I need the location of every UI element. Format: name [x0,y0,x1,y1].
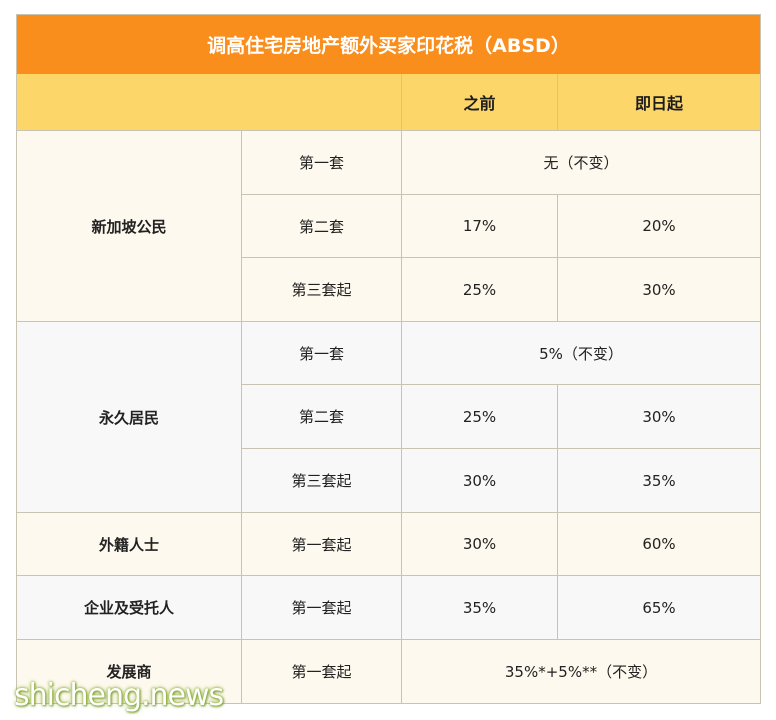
merged-value: 5%（不变） [402,322,761,385]
after-value: 65% [558,576,761,640]
merged-value: 35%*+5%**（不变） [402,640,761,704]
row-label: 第三套起 [242,258,402,322]
row-label: 第一套起 [242,513,402,576]
row-label: 第一套 [242,322,402,385]
before-value: 30% [402,449,558,513]
before-value: 30% [402,513,558,576]
table-title: 调高住宅房地产额外买家印花税（ABSD） [16,14,761,74]
row-label: 第一套起 [242,640,402,704]
before-value: 17% [402,195,558,258]
after-value: 60% [558,513,761,576]
absd-table: 调高住宅房地产额外买家印花税（ABSD） 之前 即日起 新加坡公民 第一套 无（… [16,14,761,704]
merged-value: 无（不变） [402,131,761,195]
row-label: 第三套起 [242,449,402,513]
group-permanent-resident: 永久居民 [16,322,242,513]
after-value: 35% [558,449,761,513]
row-label: 第一套起 [242,576,402,640]
group-foreigner: 外籍人士 [16,513,242,576]
group-developer: 发展商 [16,640,242,704]
before-value: 25% [402,258,558,322]
watermark: shicheng.news [14,678,224,713]
group-citizen: 新加坡公民 [16,131,242,322]
header-blank [16,74,402,131]
after-value: 30% [558,258,761,322]
before-value: 35% [402,576,558,640]
header-from-today: 即日起 [558,74,761,131]
row-label: 第二套 [242,385,402,449]
group-entity-trustee: 企业及受托人 [16,576,242,640]
after-value: 20% [558,195,761,258]
before-value: 25% [402,385,558,449]
after-value: 30% [558,385,761,449]
row-label: 第二套 [242,195,402,258]
row-label: 第一套 [242,131,402,195]
header-before: 之前 [402,74,558,131]
